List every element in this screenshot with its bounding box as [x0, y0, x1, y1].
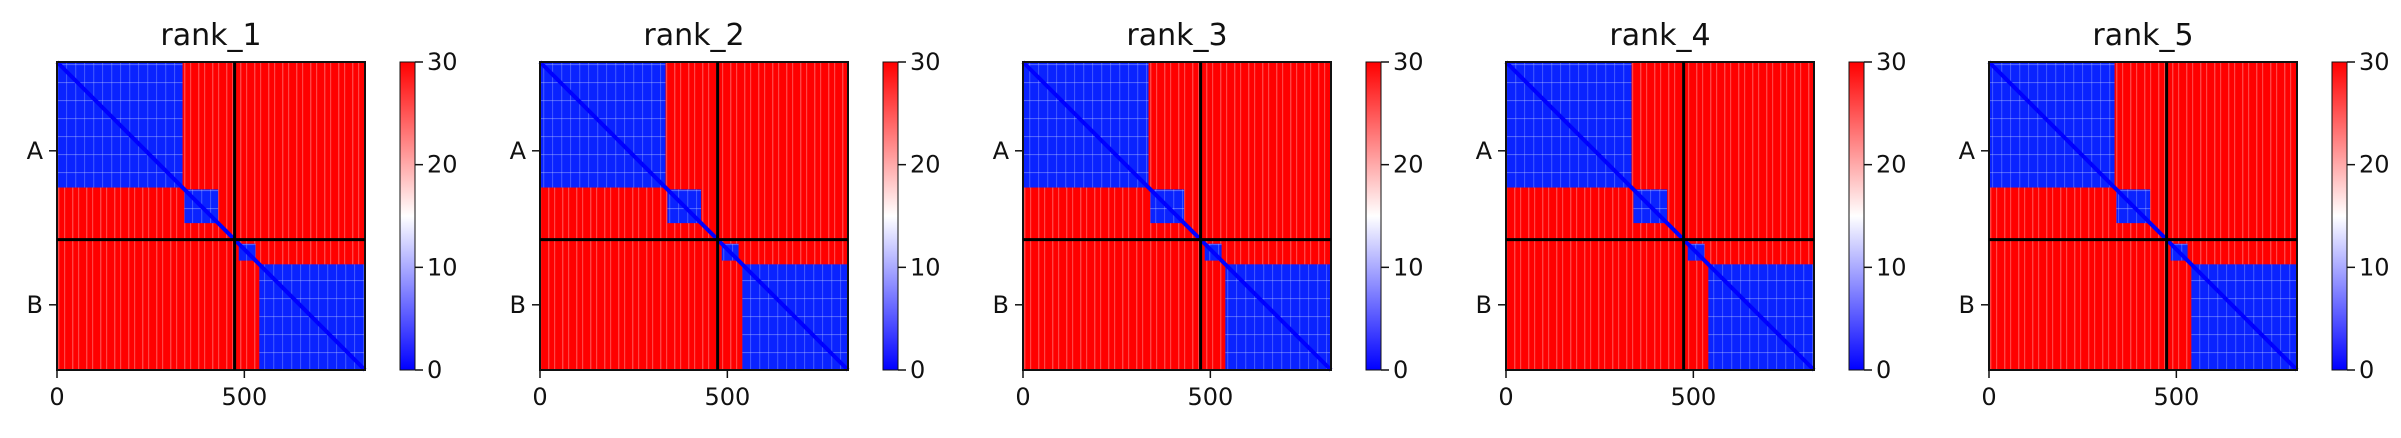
- colorbar-tick-label: 0: [910, 356, 925, 384]
- x-tick-label: 0: [49, 383, 64, 411]
- colorbar-tick-label: 30: [427, 48, 458, 76]
- colorbar-tick-label: 0: [2359, 356, 2374, 384]
- pae-panel-5: rank_5 A B 0 500 0 10 20 30: [1959, 18, 2390, 411]
- pae-panel-3: rank_3 A B 0 500 0 10 20 30: [993, 18, 1424, 411]
- x-tick-label: 0: [1015, 383, 1030, 411]
- panel-title: rank_5: [2092, 18, 2193, 53]
- colorbar-tick-label: 20: [1876, 151, 1907, 179]
- heatmap-diagonal: [1987, 60, 2299, 372]
- colorbar-tick-label: 10: [1876, 253, 1907, 281]
- x-tick-label: 500: [2153, 383, 2199, 411]
- colorbar-tick-label: 10: [427, 253, 458, 281]
- panel-title: rank_1: [160, 18, 261, 53]
- colorbar-tick-label: 30: [2359, 48, 2390, 76]
- heatmap-frame: [1505, 61, 1815, 371]
- panel-title: rank_3: [1126, 18, 1227, 53]
- colorbar-tick-label: 0: [1393, 356, 1408, 384]
- x-tick-label: 500: [1187, 383, 1233, 411]
- y-tick-label: B: [510, 291, 526, 319]
- heatmap-frame: [1022, 61, 1332, 371]
- panel-title: rank_4: [1609, 18, 1710, 53]
- heatmap-frame: [1988, 61, 2298, 371]
- colorbar-tick-label: 20: [427, 151, 458, 179]
- heatmap-diagonal: [538, 60, 850, 372]
- x-tick-label: 0: [1981, 383, 1996, 411]
- pae-panel-1: rank_1 A B 0 500 0 10 20 30: [27, 18, 458, 411]
- x-tick-label: 500: [221, 383, 267, 411]
- heatmap-frame: [56, 61, 366, 371]
- heatmap-frame: [539, 61, 849, 371]
- x-tick-label: 0: [1498, 383, 1513, 411]
- colorbar: [2331, 61, 2348, 371]
- colorbar: [1848, 61, 1865, 371]
- y-tick-label: A: [1476, 137, 1493, 165]
- y-tick-label: B: [1476, 291, 1492, 319]
- colorbar-tick-label: 10: [2359, 253, 2390, 281]
- colorbar-tick-label: 30: [910, 48, 941, 76]
- heatmap-diagonal: [55, 60, 367, 372]
- colorbar: [399, 61, 416, 371]
- y-tick-label: A: [510, 137, 527, 165]
- colorbar-tick-label: 10: [1393, 253, 1424, 281]
- colorbar-tick-label: 30: [1876, 48, 1907, 76]
- x-tick-label: 500: [1670, 383, 1716, 411]
- colorbar-tick-label: 20: [2359, 151, 2390, 179]
- y-tick-label: B: [993, 291, 1009, 319]
- colorbar-tick-label: 20: [910, 151, 941, 179]
- colorbar-tick-label: 0: [1876, 356, 1891, 384]
- colorbar: [882, 61, 899, 371]
- y-tick-label: B: [27, 291, 43, 319]
- y-tick-label: A: [993, 137, 1010, 165]
- colorbar-tick-label: 30: [1393, 48, 1424, 76]
- colorbar-tick-label: 0: [427, 356, 442, 384]
- pae-panel-4: rank_4 A B 0 500 0 10 20 30: [1476, 18, 1907, 411]
- y-tick-label: A: [1959, 137, 1976, 165]
- y-tick-label: A: [27, 137, 44, 165]
- heatmap-diagonal: [1021, 60, 1333, 372]
- heatmap-diagonal: [1504, 60, 1816, 372]
- colorbar: [1365, 61, 1382, 371]
- panel-title: rank_2: [643, 18, 744, 53]
- colorbar-tick-label: 20: [1393, 151, 1424, 179]
- x-tick-label: 500: [704, 383, 750, 411]
- colorbar-tick-label: 10: [910, 253, 941, 281]
- y-tick-label: B: [1959, 291, 1975, 319]
- pae-panel-2: rank_2 A B 0 500 0 10 20 30: [510, 18, 941, 411]
- x-tick-label: 0: [532, 383, 547, 411]
